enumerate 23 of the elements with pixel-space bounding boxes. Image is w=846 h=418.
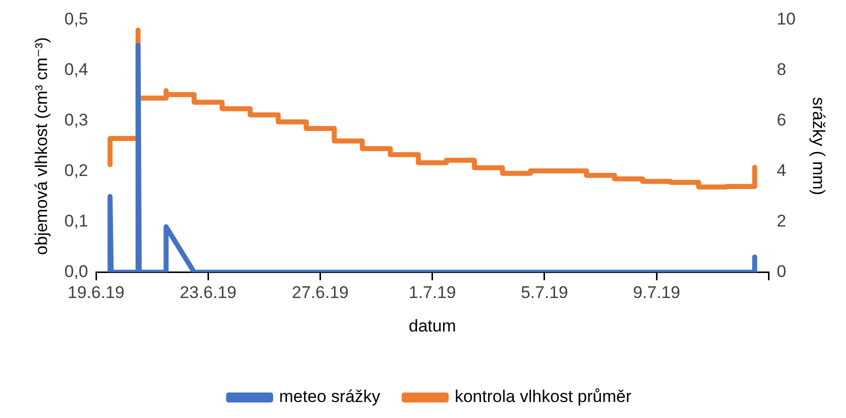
x-tick-label: 27.6.19 — [292, 283, 349, 302]
y2-tick-label: 4 — [776, 161, 786, 180]
x-tick-label: 19.6.19 — [68, 283, 124, 302]
y2-tick-label: 0 — [776, 262, 786, 281]
y-tick-label: 0,5 — [64, 10, 88, 29]
x-tick-label: 9.7.19 — [632, 283, 680, 302]
legend-label: meteo srážky — [279, 387, 381, 406]
x-axis-title: datum — [408, 316, 456, 336]
y2-tick-label: 8 — [776, 60, 786, 80]
x-tick-label: 1.7.19 — [408, 283, 456, 302]
x-tick-label: 23.6.19 — [180, 283, 237, 302]
y-tick-label: 0,1 — [64, 211, 88, 230]
x-tick-label: 5.7.19 — [520, 283, 568, 302]
legend-label: kontrola vlhkost průměr — [454, 387, 632, 406]
y-tick-label: 0,3 — [64, 110, 88, 130]
y-axis-title: objemová vlhkost (cm³ cm⁻³) — [32, 37, 51, 255]
y-tick-label: 0,2 — [64, 161, 88, 180]
y2-tick-label: 2 — [776, 211, 786, 230]
y-tick-label: 0,4 — [64, 60, 88, 80]
y2-tick-label: 6 — [776, 110, 786, 130]
y2-tick-label: 10 — [776, 10, 796, 29]
y2-axis-title: srážky ( mm) — [809, 96, 828, 196]
y-tick-label: 0,0 — [64, 262, 88, 281]
